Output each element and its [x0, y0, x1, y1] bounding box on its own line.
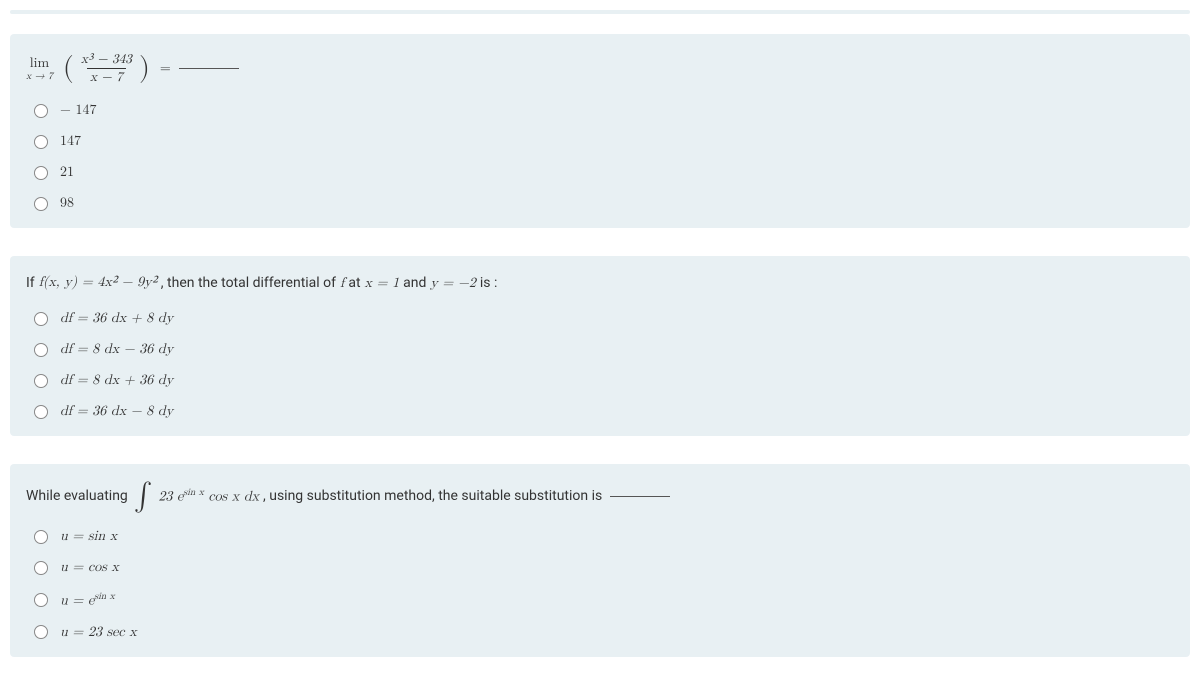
q2-option-a[interactable]: df = 36 dx + 8 dy — [34, 310, 1174, 327]
q2-option-c[interactable]: df = 8 dx + 36 dy — [34, 372, 1174, 389]
radio-icon[interactable] — [34, 625, 48, 639]
q1-option-d[interactable]: 98 — [34, 195, 1174, 212]
q3-after-exp: cos x dx — [204, 490, 259, 504]
radio-icon[interactable] — [34, 197, 48, 211]
q2-and: and — [403, 275, 426, 291]
q3-option-c-exp: sin x — [94, 591, 114, 601]
q3-option-d-label: u = 23 sec x — [60, 624, 137, 641]
q2-option-a-label: df = 36 dx + 8 dy — [60, 310, 173, 327]
question-1-options: − 147 147 21 98 — [26, 102, 1174, 212]
q3-prefix: While evaluating — [26, 488, 128, 504]
frac-den: x − 7 — [87, 68, 126, 85]
q2-at: at — [348, 275, 360, 291]
q2-option-d[interactable]: df = 36 dx − 8 dy — [34, 403, 1174, 420]
q3-option-d[interactable]: u = 23 sec x — [34, 624, 1174, 641]
q2-y-eq: y = −2 — [430, 275, 475, 292]
answer-blank — [179, 68, 239, 69]
integral-icon: ∫ — [134, 482, 153, 510]
q3-option-c[interactable]: u = esin x — [34, 590, 1174, 610]
limit-operator: lim x → 7 — [26, 56, 53, 81]
q3-integrand: 23 esin x cos x dx — [158, 486, 259, 506]
question-2-text: If f(x, y) = 4x² − 9y² , then the total … — [26, 274, 1174, 292]
q3-suffix: , using substitution method, the suitabl… — [263, 488, 602, 504]
equals-sign: = — [160, 60, 171, 77]
q1-option-d-label: 98 — [60, 195, 74, 212]
q1-option-c-label: 21 — [60, 164, 74, 181]
q2-suffix: is : — [480, 275, 498, 291]
answer-blank — [610, 496, 670, 497]
lim-label: lim — [30, 56, 49, 70]
lim-sub: x → 7 — [26, 71, 53, 81]
fraction: x³ − 343 x − 7 — [78, 52, 135, 84]
q2-prefix: If — [26, 275, 35, 291]
paren-left: ( — [63, 54, 74, 82]
frac-num: x³ − 343 — [78, 52, 135, 68]
q2-function: f(x, y) = 4x² − 9y² — [39, 274, 157, 292]
radio-icon[interactable] — [34, 312, 48, 326]
radio-icon[interactable] — [34, 593, 48, 607]
q3-option-a[interactable]: u = sin x — [34, 528, 1174, 545]
radio-icon[interactable] — [34, 530, 48, 544]
q3-option-c-pre: u = e — [60, 594, 94, 608]
q3-integrand-base: 23 e — [158, 490, 183, 504]
q2-option-d-label: df = 36 dx − 8 dy — [60, 403, 173, 420]
radio-icon[interactable] — [34, 343, 48, 357]
radio-icon[interactable] — [34, 405, 48, 419]
q3-option-a-label: u = sin x — [60, 528, 117, 545]
q2-middle: , then the total differential of — [161, 275, 336, 291]
radio-icon[interactable] — [34, 166, 48, 180]
q2-option-b-label: df = 8 dx − 36 dy — [60, 341, 173, 358]
question-3-text: While evaluating ∫ 23 esin x cos x dx , … — [26, 482, 1174, 510]
q3-option-b-label: u = cos x — [60, 559, 119, 576]
paren-right: ) — [139, 54, 150, 82]
radio-icon[interactable] — [34, 135, 48, 149]
question-2-card: If f(x, y) = 4x² − 9y² , then the total … — [10, 256, 1190, 436]
question-2-options: df = 36 dx + 8 dy df = 8 dx − 36 dy df =… — [26, 310, 1174, 420]
question-1-text: lim x → 7 ( x³ − 343 x − 7 ) = — [26, 52, 1174, 84]
top-divider — [10, 10, 1190, 14]
q1-option-a[interactable]: − 147 — [34, 102, 1174, 119]
radio-icon[interactable] — [34, 104, 48, 118]
question-1-card: lim x → 7 ( x³ − 343 x − 7 ) = − 147 147… — [10, 34, 1190, 228]
radio-icon[interactable] — [34, 374, 48, 388]
q3-option-b[interactable]: u = cos x — [34, 559, 1174, 576]
question-3-card: While evaluating ∫ 23 esin x cos x dx , … — [10, 464, 1190, 657]
q3-exp: sin x — [183, 487, 203, 497]
q2-option-c-label: df = 8 dx + 36 dy — [60, 372, 173, 389]
q1-option-b-label: 147 — [60, 133, 81, 150]
q2-option-b[interactable]: df = 8 dx − 36 dy — [34, 341, 1174, 358]
question-3-options: u = sin x u = cos x u = esin x u = 23 se… — [26, 528, 1174, 641]
q1-option-c[interactable]: 21 — [34, 164, 1174, 181]
q1-option-a-label: − 147 — [60, 102, 97, 119]
q2-x-eq: x = 1 — [365, 275, 400, 292]
radio-icon[interactable] — [34, 561, 48, 575]
q3-option-c-label: u = esin x — [60, 590, 115, 610]
q2-f: f — [340, 275, 344, 292]
q1-option-b[interactable]: 147 — [34, 133, 1174, 150]
